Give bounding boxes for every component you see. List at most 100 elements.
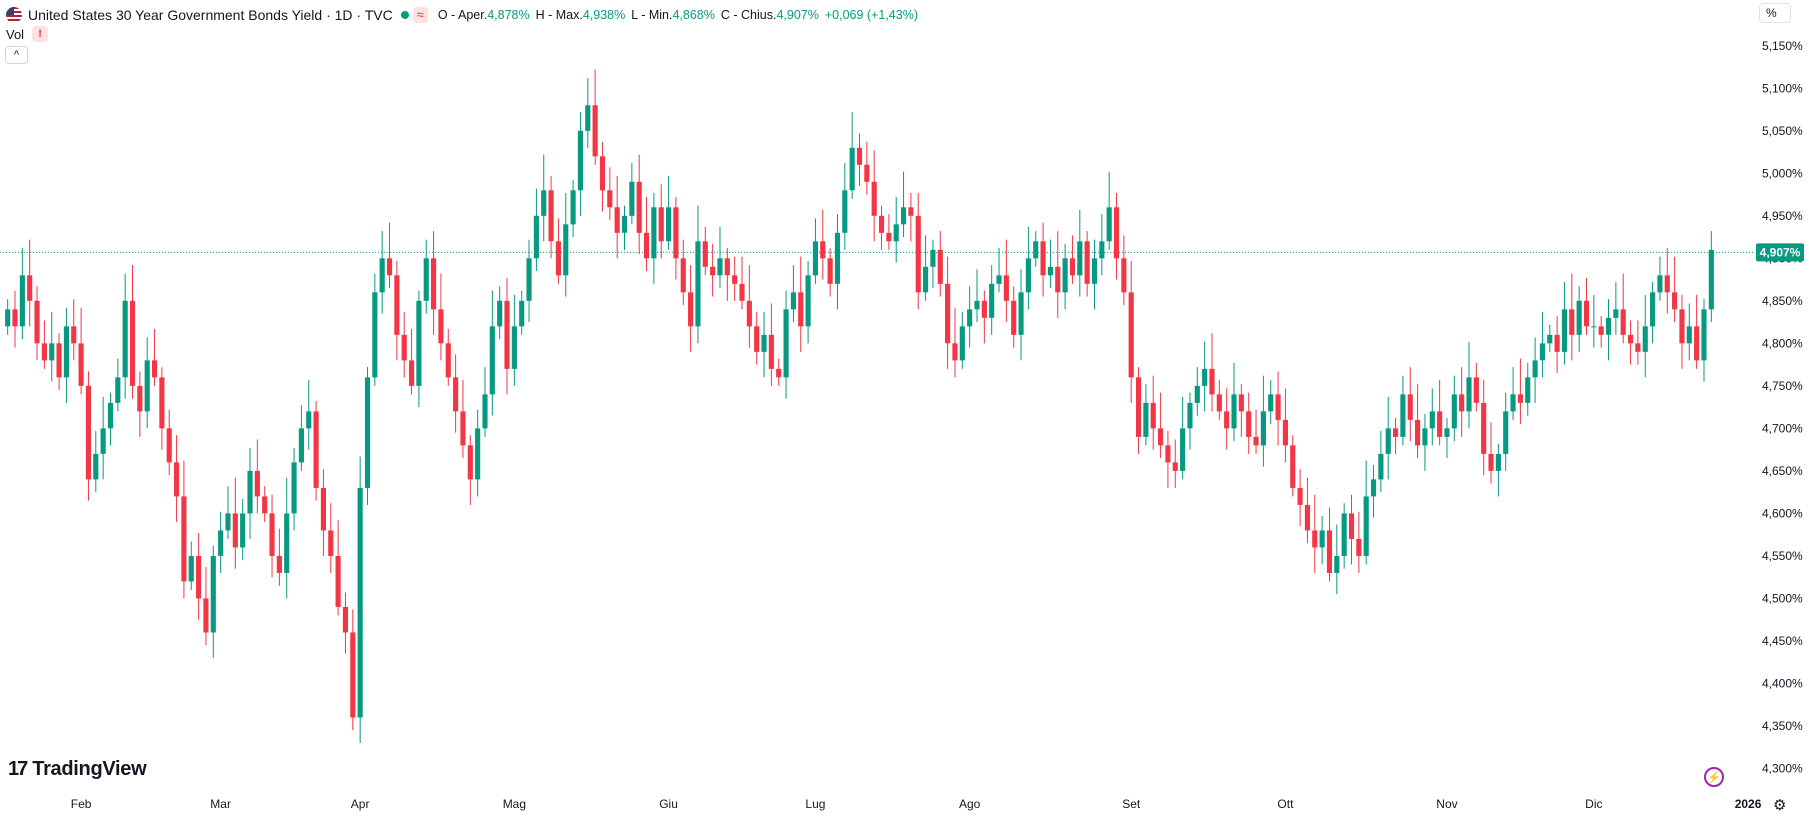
candle xyxy=(577,112,584,216)
candle xyxy=(702,226,708,276)
candle-body xyxy=(1444,428,1450,437)
candle xyxy=(1077,209,1083,297)
candle xyxy=(1679,294,1685,369)
candle-body xyxy=(1282,419,1288,446)
candle xyxy=(284,477,290,599)
candle-body xyxy=(159,377,165,429)
tradingview-logo[interactable]: 17 TradingView xyxy=(8,758,147,781)
candle-body xyxy=(284,513,290,573)
candle-body xyxy=(1268,394,1274,412)
candle xyxy=(930,239,936,289)
candle xyxy=(489,290,495,416)
candle-body xyxy=(1437,411,1443,437)
candle-body xyxy=(416,300,422,386)
candle xyxy=(298,405,304,471)
candle-body xyxy=(989,283,995,318)
candle xyxy=(181,460,187,599)
candle xyxy=(5,299,11,335)
candle-body xyxy=(232,513,238,548)
candle-body xyxy=(1290,445,1296,488)
candle-body xyxy=(173,462,180,497)
candle-body xyxy=(1194,385,1200,403)
y-tick-label: 4,400% xyxy=(1762,676,1803,690)
warning-icon[interactable]: ! xyxy=(32,26,49,42)
candles-layer xyxy=(5,69,1714,743)
tradingview-mark-icon: 17 xyxy=(8,758,28,780)
volume-indicator-row[interactable]: Vol ! xyxy=(6,26,49,42)
candle xyxy=(1180,396,1186,480)
candle-body xyxy=(923,266,929,293)
candle-body xyxy=(1569,309,1575,335)
candle-body xyxy=(621,215,628,233)
candle xyxy=(666,175,672,250)
candle-body xyxy=(1708,249,1714,310)
x-tick-label: Nov xyxy=(1436,797,1457,811)
candle xyxy=(1378,430,1384,493)
candle-body xyxy=(1216,394,1222,412)
candle-body xyxy=(864,164,870,182)
candle-body xyxy=(1260,411,1266,446)
x-tick-label: Feb xyxy=(71,797,92,811)
candle-body xyxy=(761,334,767,352)
candle xyxy=(761,311,767,378)
candle xyxy=(1576,286,1582,352)
candle xyxy=(247,447,253,539)
volume-label[interactable]: Vol xyxy=(6,26,25,42)
candle xyxy=(401,311,407,378)
candle-body xyxy=(511,326,517,369)
candle-body xyxy=(1642,326,1648,352)
candle xyxy=(151,328,158,386)
candle-body xyxy=(1106,207,1112,242)
percent-scale-button[interactable]: % xyxy=(1759,3,1791,23)
candle-body xyxy=(1040,241,1046,276)
candle xyxy=(210,545,216,658)
candle xyxy=(1099,214,1105,276)
candle xyxy=(159,367,165,450)
candle xyxy=(1158,392,1164,459)
candle xyxy=(1598,316,1604,348)
candle xyxy=(1135,367,1142,454)
candle xyxy=(923,235,929,301)
market-status-badge[interactable]: ≈ xyxy=(400,7,428,23)
candle xyxy=(724,248,730,301)
candle xyxy=(19,248,25,340)
bolt-icon[interactable]: ⚡ xyxy=(1704,767,1724,787)
y-tick-label: 4,600% xyxy=(1762,506,1803,520)
x-tick-label: Set xyxy=(1122,797,1141,811)
y-tick-label: 5,000% xyxy=(1762,166,1803,180)
price-axis: 4,300% 4,350% 4,400% 4,450% 4,500% 4,550% 4,60… xyxy=(1762,39,1803,776)
candle xyxy=(967,286,973,348)
x-tick-label: Ago xyxy=(959,797,981,811)
candle xyxy=(621,205,628,250)
candle xyxy=(1033,231,1039,267)
candle xyxy=(1246,392,1252,454)
candle xyxy=(688,265,694,352)
candle xyxy=(78,307,84,395)
candle xyxy=(1517,358,1523,425)
candle xyxy=(107,392,114,446)
candle-body xyxy=(1150,402,1156,429)
candle-body xyxy=(453,377,459,412)
candle xyxy=(1062,243,1068,310)
symbol-title[interactable]: United States 30 Year Government Bonds Y… xyxy=(28,7,393,23)
candle xyxy=(1172,439,1178,488)
candle-body xyxy=(1003,275,1009,301)
candle xyxy=(746,265,752,348)
candle xyxy=(842,163,848,250)
candle-body xyxy=(85,385,92,480)
candle-body xyxy=(1459,394,1465,412)
gear-icon[interactable]: ⚙ xyxy=(1773,797,1787,814)
candle-body xyxy=(1583,300,1590,327)
candle-body xyxy=(1694,326,1700,361)
collapse-legend-button[interactable]: ^ xyxy=(5,46,28,64)
candle-body xyxy=(298,428,304,463)
candle-body xyxy=(673,207,679,259)
candle xyxy=(1466,341,1472,429)
candle xyxy=(1055,231,1061,318)
candle-body xyxy=(1576,300,1582,335)
x-tick-label: Mar xyxy=(210,797,231,811)
candle xyxy=(886,214,892,250)
candle xyxy=(188,541,194,590)
